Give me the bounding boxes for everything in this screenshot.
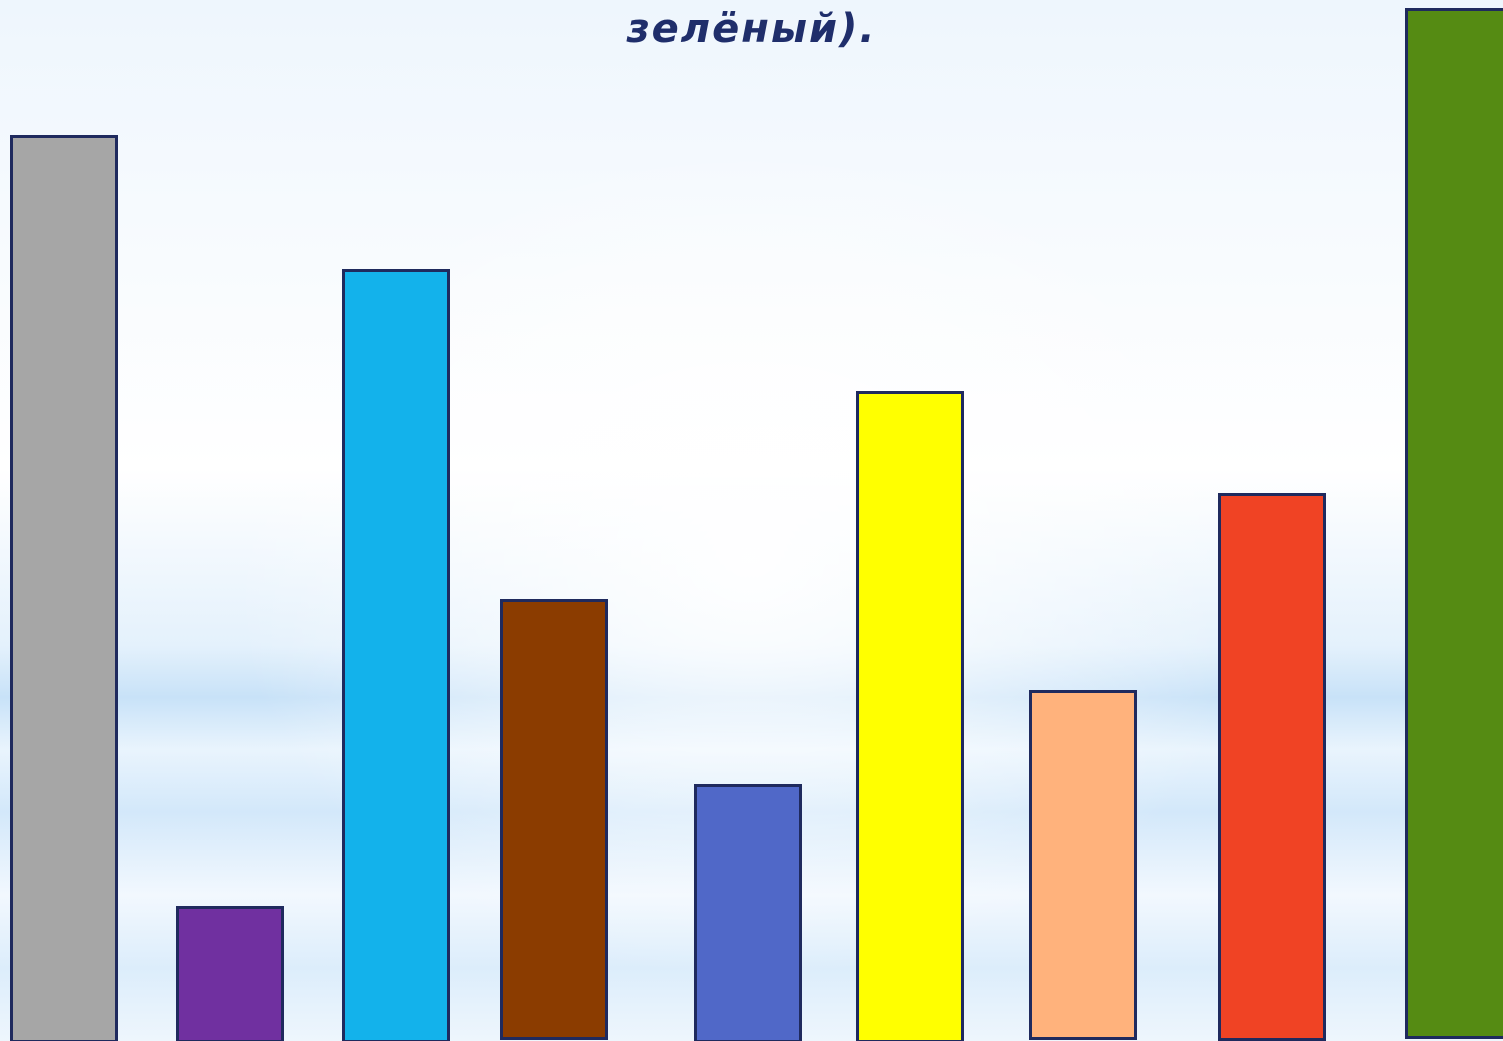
bar-blue [694, 784, 802, 1041]
bar-yellow [856, 391, 964, 1041]
bar-gray [10, 135, 118, 1041]
bar-purple [176, 906, 284, 1041]
bar-peach [1029, 690, 1137, 1040]
bar-brown [500, 599, 608, 1040]
slide-title: зелёный). [626, 6, 877, 52]
bar-green [1405, 8, 1503, 1039]
bar-red [1218, 493, 1326, 1041]
bar-light-blue [342, 269, 450, 1041]
